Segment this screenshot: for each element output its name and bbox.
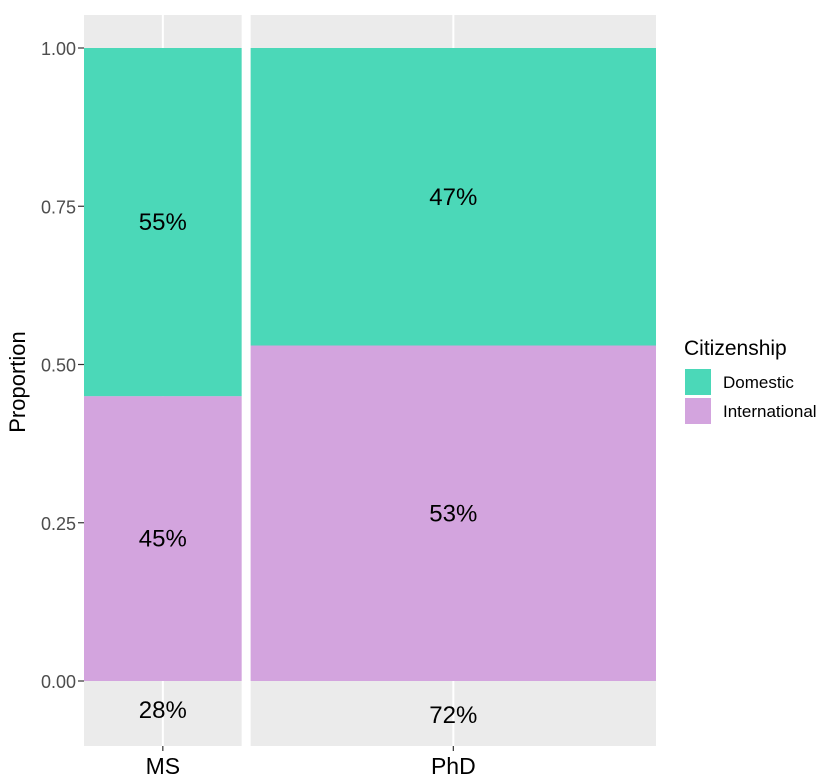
y-tick-label: 0.00 [41, 672, 76, 692]
y-axis-title: Proportion [5, 331, 30, 433]
label-phd-international: 53% [429, 500, 477, 527]
legend: Citizenship Domestic International [684, 337, 817, 424]
y-tick-label: 1.00 [41, 39, 76, 59]
label-ms-international: 45% [139, 526, 187, 553]
label-phd-domestic: 47% [429, 184, 477, 211]
y-tick-label: 0.25 [41, 514, 76, 534]
legend-swatch-international [685, 398, 711, 424]
legend-label-domestic: Domestic [723, 373, 794, 392]
x-tick-label-ms: MS [146, 753, 181, 779]
legend-items: Domestic International [685, 369, 817, 424]
segment-labels: 45% 55% 53% 47% [139, 184, 478, 553]
legend-swatch-domestic [685, 369, 711, 395]
y-tick-label: 0.50 [41, 356, 76, 376]
bar-ms-domestic [84, 48, 242, 397]
label-ms-domestic: 55% [139, 209, 187, 236]
bar-phd-international [250, 345, 656, 681]
x-tick-label-phd: PhD [431, 753, 476, 779]
legend-title: Citizenship [684, 337, 787, 360]
legend-label-international: International [723, 402, 817, 421]
width-label-ms: 28% [139, 697, 187, 724]
bar-segments [84, 48, 656, 681]
width-labels: 28% 72% [139, 697, 478, 729]
bar-phd-domestic [250, 48, 656, 346]
y-tick-label: 0.75 [41, 197, 76, 217]
width-label-phd: 72% [429, 702, 477, 729]
x-axis: MS PhD [146, 746, 476, 779]
bar-ms-international [84, 396, 242, 681]
y-axis: 0.00 0.25 0.50 0.75 1.00 [41, 39, 84, 692]
